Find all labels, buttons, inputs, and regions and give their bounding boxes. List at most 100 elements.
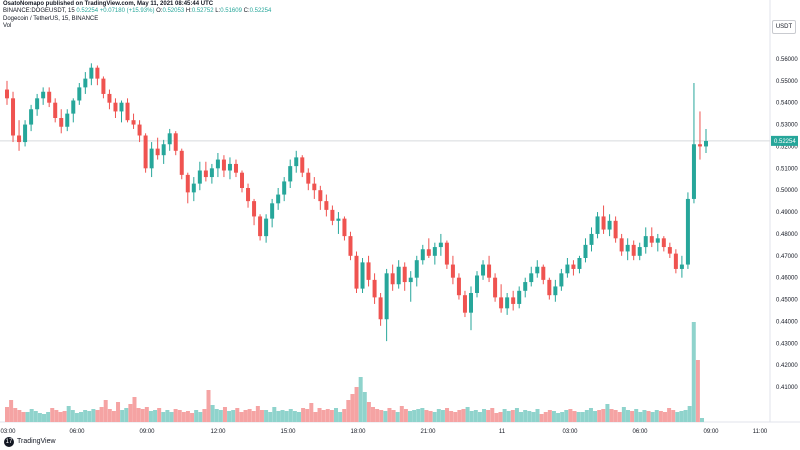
volume-bar: [210, 405, 215, 422]
time-tick-label: 21:00: [420, 429, 436, 435]
candle-body: [679, 264, 684, 269]
volume-bar: [128, 404, 133, 422]
price-tick-label: 0.49000: [776, 210, 798, 216]
candle-body: [547, 279, 552, 296]
volume-bar: [239, 412, 244, 422]
volume-bar: [695, 360, 700, 422]
time-tick-label: 15:00: [280, 429, 296, 435]
candle-body: [89, 67, 94, 79]
price-tick-label: 0.42000: [776, 363, 798, 369]
time-tick-label: 11:00: [753, 429, 768, 435]
volume-bar: [465, 407, 470, 422]
volume-bar: [95, 410, 100, 422]
volume-label: Vol: [3, 23, 12, 30]
candle-body: [607, 220, 612, 230]
volume-bar: [564, 410, 569, 422]
price-tick-label: 0.44000: [776, 319, 798, 325]
footer-brand: 17 TradingView: [4, 437, 56, 447]
price-tick-label: 0.51000: [776, 166, 798, 172]
candle-body: [432, 247, 437, 256]
volume-bar: [473, 410, 478, 422]
candle-body: [203, 170, 208, 178]
volume-bar: [148, 411, 153, 422]
volume-bar: [13, 408, 18, 422]
candle-body: [95, 67, 100, 79]
volume-bar: [597, 410, 602, 422]
candle-body: [354, 255, 359, 289]
candle-body: [655, 238, 660, 243]
candle-body: [685, 198, 690, 265]
volume-bar: [354, 387, 359, 422]
volume-bar: [54, 410, 59, 422]
volume-bar: [206, 390, 211, 422]
volume-bar: [449, 411, 454, 422]
candle-body: [511, 297, 516, 304]
volume-bar: [700, 418, 704, 422]
candle-body: [270, 203, 275, 219]
volume-bar: [621, 407, 626, 422]
volume-bar: [25, 412, 30, 422]
close-value: 0.52254: [249, 8, 272, 15]
volume-bar: [227, 411, 232, 422]
volume-bar: [301, 408, 306, 422]
price-tick-label: 0.47000: [776, 254, 798, 260]
volume-bar: [440, 410, 445, 422]
candle-body: [173, 133, 178, 151]
volume-bar: [617, 412, 622, 422]
candle-body: [59, 118, 64, 127]
volume-bar: [646, 411, 651, 422]
candle-body: [505, 297, 510, 309]
low-label: L:: [215, 8, 221, 15]
candle-body: [113, 102, 118, 112]
candle-body: [396, 266, 401, 285]
volume-bar: [342, 409, 347, 422]
candle-body: [191, 183, 196, 193]
volume-bar: [687, 406, 692, 422]
volume-bar: [568, 409, 573, 422]
volume-bar: [350, 394, 355, 422]
candle-body: [47, 91, 52, 103]
volume-bar: [305, 409, 310, 422]
volume-bar: [194, 410, 199, 422]
volume-bar: [58, 412, 63, 422]
volume-bar: [87, 411, 92, 422]
price-tick-label: 0.54000: [776, 101, 798, 107]
brand-text: TradingView: [17, 438, 56, 445]
candle-body: [258, 216, 263, 237]
candle-body: [631, 244, 636, 256]
candle-body: [487, 264, 492, 278]
candle-body: [481, 264, 486, 276]
candle-body: [131, 120, 136, 125]
volume-bar: [371, 407, 376, 422]
volume-bar: [255, 406, 260, 422]
price-tick-label: 0.45000: [776, 298, 798, 304]
volume-bar: [445, 408, 450, 422]
volume-bar: [671, 410, 676, 422]
candle-body: [137, 124, 142, 136]
volume-bar: [214, 409, 219, 422]
candle-body: [649, 236, 654, 243]
volume-bar: [296, 412, 301, 422]
volume-bar: [498, 412, 503, 422]
volume-bar: [346, 400, 351, 422]
chart-title: Dogecoin / TetherUS, 15, BINANCE: [3, 15, 99, 22]
volume-bar: [535, 409, 540, 422]
volume-bar: [523, 410, 528, 422]
volume-bar: [280, 410, 285, 422]
volume-bar: [144, 407, 149, 422]
candle-body: [523, 282, 528, 291]
volume-bar: [235, 408, 240, 422]
volume-bar: [74, 413, 79, 422]
price-tick-label: 0.46000: [776, 276, 798, 282]
publisher-line: OsatoNomapo published on TradingView.com…: [3, 1, 214, 7]
volume-bar: [91, 409, 96, 422]
candle-body: [535, 266, 540, 274]
volume-bar: [338, 412, 343, 422]
volume-bar: [662, 412, 667, 422]
volume-bar: [120, 410, 125, 422]
time-tick-label: 12:00: [210, 429, 226, 435]
volume-bar: [679, 411, 684, 422]
volume-bar: [70, 410, 75, 422]
currency-selector[interactable]: USDT: [772, 20, 796, 34]
